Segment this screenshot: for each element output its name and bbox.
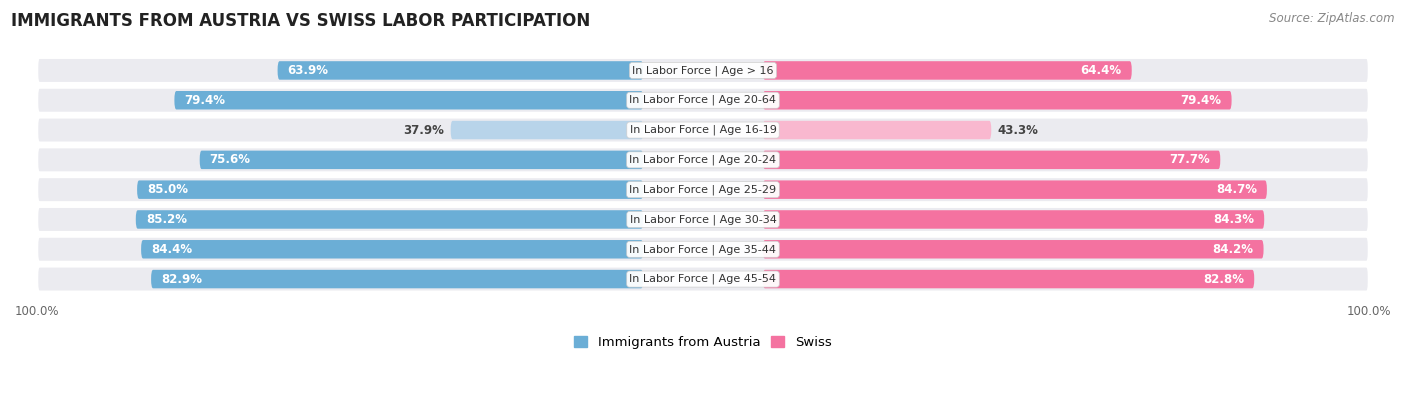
Text: In Labor Force | Age 35-44: In Labor Force | Age 35-44 — [630, 244, 776, 254]
FancyBboxPatch shape — [763, 150, 1220, 169]
Text: In Labor Force | Age 20-24: In Labor Force | Age 20-24 — [630, 154, 776, 165]
FancyBboxPatch shape — [763, 240, 1264, 258]
FancyBboxPatch shape — [174, 91, 643, 109]
Text: 63.9%: 63.9% — [288, 64, 329, 77]
Text: Source: ZipAtlas.com: Source: ZipAtlas.com — [1270, 12, 1395, 25]
Text: 82.8%: 82.8% — [1204, 273, 1244, 286]
Text: 82.9%: 82.9% — [162, 273, 202, 286]
FancyBboxPatch shape — [763, 181, 1267, 199]
FancyBboxPatch shape — [763, 61, 1132, 80]
Text: 84.7%: 84.7% — [1216, 183, 1257, 196]
Text: 75.6%: 75.6% — [209, 153, 250, 166]
FancyBboxPatch shape — [141, 240, 643, 258]
Text: 43.3%: 43.3% — [998, 124, 1039, 137]
FancyBboxPatch shape — [763, 91, 1232, 109]
Text: 85.2%: 85.2% — [146, 213, 187, 226]
Text: In Labor Force | Age > 16: In Labor Force | Age > 16 — [633, 65, 773, 76]
FancyBboxPatch shape — [37, 177, 1369, 202]
Text: 84.4%: 84.4% — [150, 243, 193, 256]
FancyBboxPatch shape — [136, 210, 643, 229]
FancyBboxPatch shape — [150, 270, 643, 288]
Text: 84.2%: 84.2% — [1212, 243, 1254, 256]
Text: In Labor Force | Age 20-64: In Labor Force | Age 20-64 — [630, 95, 776, 105]
Text: In Labor Force | Age 25-29: In Labor Force | Age 25-29 — [630, 184, 776, 195]
Text: 84.3%: 84.3% — [1213, 213, 1254, 226]
Text: IMMIGRANTS FROM AUSTRIA VS SWISS LABOR PARTICIPATION: IMMIGRANTS FROM AUSTRIA VS SWISS LABOR P… — [11, 12, 591, 30]
FancyBboxPatch shape — [37, 147, 1369, 172]
FancyBboxPatch shape — [451, 121, 643, 139]
FancyBboxPatch shape — [37, 88, 1369, 113]
FancyBboxPatch shape — [138, 181, 643, 199]
Text: 79.4%: 79.4% — [1181, 94, 1222, 107]
FancyBboxPatch shape — [763, 121, 991, 139]
FancyBboxPatch shape — [763, 210, 1264, 229]
Text: In Labor Force | Age 45-54: In Labor Force | Age 45-54 — [630, 274, 776, 284]
Text: 77.7%: 77.7% — [1170, 153, 1211, 166]
FancyBboxPatch shape — [277, 61, 643, 80]
FancyBboxPatch shape — [37, 237, 1369, 262]
FancyBboxPatch shape — [37, 207, 1369, 232]
Text: In Labor Force | Age 30-34: In Labor Force | Age 30-34 — [630, 214, 776, 225]
FancyBboxPatch shape — [763, 270, 1254, 288]
Legend: Immigrants from Austria, Swiss: Immigrants from Austria, Swiss — [574, 336, 832, 349]
Text: In Labor Force | Age 16-19: In Labor Force | Age 16-19 — [630, 125, 776, 135]
FancyBboxPatch shape — [37, 118, 1369, 143]
FancyBboxPatch shape — [200, 150, 643, 169]
Text: 85.0%: 85.0% — [148, 183, 188, 196]
Text: 37.9%: 37.9% — [404, 124, 444, 137]
Text: 79.4%: 79.4% — [184, 94, 225, 107]
Text: 64.4%: 64.4% — [1081, 64, 1122, 77]
FancyBboxPatch shape — [37, 58, 1369, 83]
FancyBboxPatch shape — [37, 267, 1369, 292]
